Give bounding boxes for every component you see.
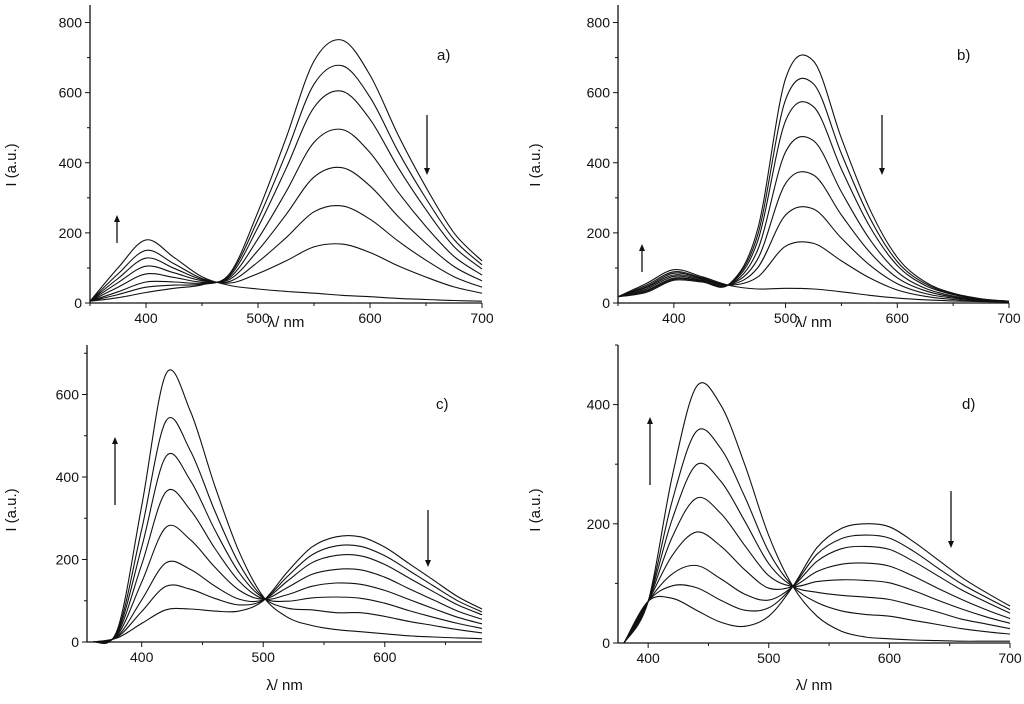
- y-tick-label: 800: [587, 15, 611, 31]
- x-tick-label: 700: [998, 650, 1022, 666]
- y-axis-label: I (a.u.): [3, 488, 20, 531]
- y-tick-label: 200: [56, 552, 80, 568]
- panel-d: 400 500 600 700 0 200 400 λ/ nm I (a.u.) d): [527, 344, 1022, 694]
- arrow-down-icon: [948, 491, 954, 548]
- spectrum-line-6: [623, 462, 1011, 644]
- arrow-up-icon: [112, 437, 118, 505]
- arrow-up-icon: [639, 244, 645, 272]
- x-axis-label: λ/ nm: [795, 314, 832, 331]
- y-tick-label: 200: [587, 516, 611, 532]
- x-tick-label: 400: [134, 310, 158, 326]
- x-tick-label: 400: [662, 310, 686, 326]
- spectrum-line-2: [89, 64, 483, 302]
- spectrum-line-6: [92, 453, 483, 644]
- x-axis-label: λ/ nm: [268, 314, 305, 331]
- y-axis-label: I (a.u.): [527, 143, 544, 186]
- y-tick-label: 0: [71, 634, 79, 650]
- spectrum-line-5: [617, 171, 1010, 303]
- spectrum-line-5: [92, 489, 483, 643]
- spectrum-line-3: [92, 554, 483, 643]
- y-tick-label: 0: [74, 295, 82, 311]
- spectrum-line-7: [623, 428, 1011, 644]
- y-tick-label: 200: [59, 225, 83, 241]
- spectrum-line-6: [617, 206, 1010, 303]
- x-tick-label: 500: [252, 649, 276, 665]
- y-tick-label: 400: [56, 469, 80, 485]
- y-tick-label: 600: [587, 85, 611, 101]
- spectrum-line-4: [92, 524, 483, 643]
- x-tick-label: 400: [130, 649, 154, 665]
- y-tick-label: 400: [587, 397, 611, 413]
- arrow-down-icon: [425, 510, 431, 567]
- x-tick-label: 600: [878, 650, 902, 666]
- spectrum-line-5: [89, 166, 483, 302]
- y-tick-label: 600: [56, 387, 80, 403]
- panel-a: 400 500 600 700 0 200 400 600 800 λ/ nm I (a.u.) a): [3, 5, 494, 331]
- x-tick-label: 600: [886, 310, 910, 326]
- arrow-up-icon: [647, 417, 653, 485]
- panel-label: a): [437, 47, 450, 64]
- y-tick-label: 200: [587, 225, 611, 241]
- panel-b: 400 500 600 700 0 200 400 600 800 λ/ nm I (a.u.) b): [527, 5, 1021, 331]
- y-axis-label: I (a.u.): [527, 488, 544, 531]
- x-tick-label: 600: [358, 310, 382, 326]
- spectrum-line-7: [89, 243, 483, 302]
- y-tick-label: 0: [602, 635, 610, 651]
- spectrum-line-2: [92, 544, 483, 643]
- y-tick-label: 400: [59, 155, 83, 171]
- x-axis-label: λ/ nm: [796, 677, 833, 694]
- x-tick-label: 500: [774, 310, 798, 326]
- x-tick-label: 700: [997, 310, 1021, 326]
- spectrum-line-8: [617, 269, 1010, 303]
- spectrum-line-7: [92, 417, 483, 644]
- arrow-up-icon: [114, 215, 120, 243]
- spectrum-line-1: [93, 534, 483, 643]
- panel-c: 400 500 600 0 200 400 600 λ/ nm I (a.u.) c): [3, 345, 483, 694]
- spectrum-line-4: [623, 531, 1011, 644]
- spectrum-line-3: [623, 545, 1011, 644]
- arrow-down-icon: [424, 115, 430, 175]
- arrow-down-icon: [879, 115, 885, 175]
- spectrum-line-4: [617, 135, 1010, 303]
- spectrum-line-4: [89, 128, 483, 302]
- spectrum-line-8: [89, 239, 483, 302]
- panel-label: b): [957, 47, 970, 64]
- spectrum-line-1: [623, 523, 1011, 644]
- y-tick-label: 600: [59, 85, 83, 101]
- x-tick-label: 600: [373, 649, 397, 665]
- x-tick-label: 500: [246, 310, 270, 326]
- spectrum-line-3: [617, 101, 1010, 302]
- x-tick-label: 700: [470, 310, 494, 326]
- spectrum-line-3: [89, 90, 483, 302]
- spectrum-line-5: [623, 496, 1011, 644]
- spectrum-line-8: [623, 382, 1010, 644]
- y-tick-label: 400: [587, 155, 611, 171]
- x-tick-label: 500: [757, 650, 781, 666]
- spectrum-line-2: [617, 77, 1010, 302]
- y-tick-label: 800: [59, 15, 83, 31]
- x-axis-label: λ/ nm: [266, 677, 303, 694]
- spectrum-line-2: [623, 534, 1011, 644]
- panel-label: c): [436, 396, 449, 413]
- y-axis-label: I (a.u.): [3, 143, 20, 186]
- x-tick-label: 400: [636, 650, 660, 666]
- panel-label: d): [962, 396, 975, 413]
- spectrum-line-6: [89, 205, 483, 302]
- spectrum-line-1: [89, 39, 483, 302]
- spectrum-line-8: [92, 369, 483, 645]
- y-tick-label: 0: [602, 295, 610, 311]
- spectrum-line-1: [617, 54, 1010, 302]
- spectrum-line-7: [617, 241, 1010, 303]
